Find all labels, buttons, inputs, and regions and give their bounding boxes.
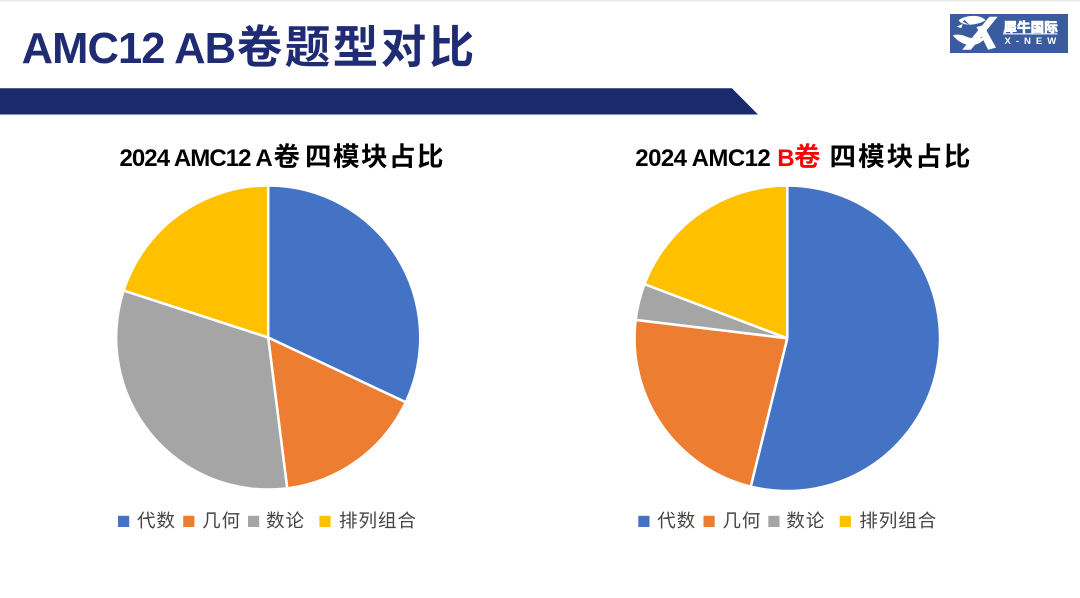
svg-text:2024 AMC12 A: 2024 AMC12 A [120, 145, 273, 172]
svg-text:X-NEW: X-NEW [1005, 36, 1062, 47]
svg-text:AMC12 AB: AMC12 AB [22, 25, 236, 73]
svg-text:B: B [777, 145, 794, 172]
svg-text:2024 AMC12: 2024 AMC12 [635, 145, 770, 172]
